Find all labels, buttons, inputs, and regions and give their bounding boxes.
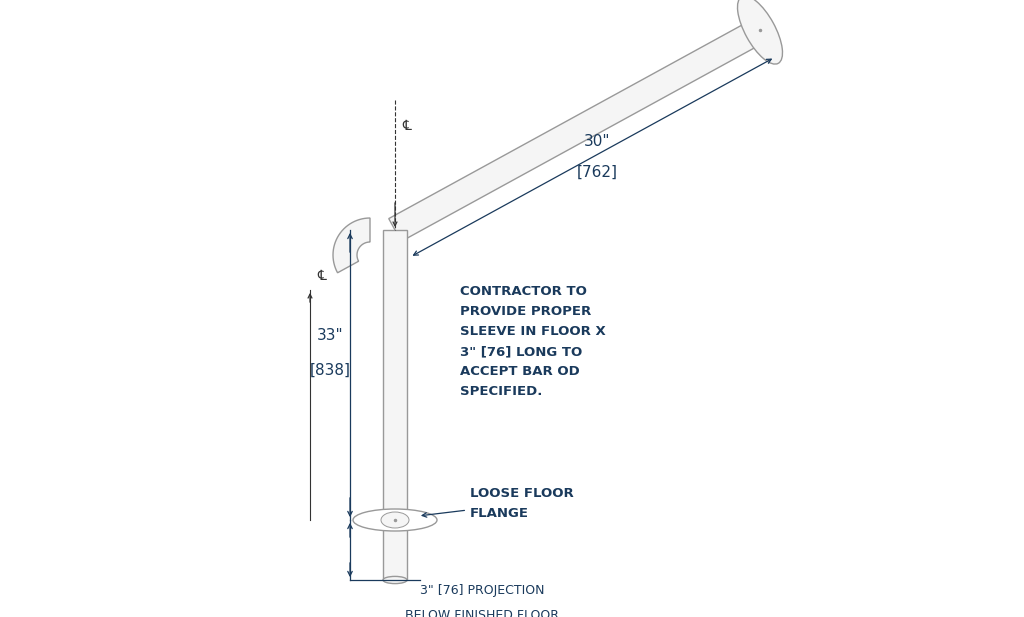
Polygon shape	[333, 218, 370, 273]
Text: ℄: ℄	[317, 269, 326, 283]
Text: 3" [76] PROJECTION: 3" [76] PROJECTION	[420, 584, 545, 597]
Polygon shape	[383, 230, 407, 520]
Text: [762]: [762]	[577, 165, 617, 180]
Text: ℄: ℄	[402, 119, 411, 133]
Text: 33": 33"	[316, 328, 343, 343]
Ellipse shape	[383, 576, 407, 584]
Ellipse shape	[381, 512, 409, 528]
Polygon shape	[389, 19, 766, 241]
Ellipse shape	[353, 509, 437, 531]
Text: BELOW FINISHED FLOOR: BELOW FINISHED FLOOR	[406, 609, 559, 617]
Text: CONTRACTOR TO
PROVIDE PROPER
SLEEVE IN FLOOR X
3" [76] LONG TO
ACCEPT BAR OD
SPE: CONTRACTOR TO PROVIDE PROPER SLEEVE IN F…	[460, 285, 606, 398]
Text: 30": 30"	[584, 134, 610, 149]
Ellipse shape	[737, 0, 782, 64]
Text: LOOSE FLOOR
FLANGE: LOOSE FLOOR FLANGE	[422, 487, 573, 520]
Text: [838]: [838]	[309, 363, 350, 378]
Polygon shape	[383, 520, 407, 580]
